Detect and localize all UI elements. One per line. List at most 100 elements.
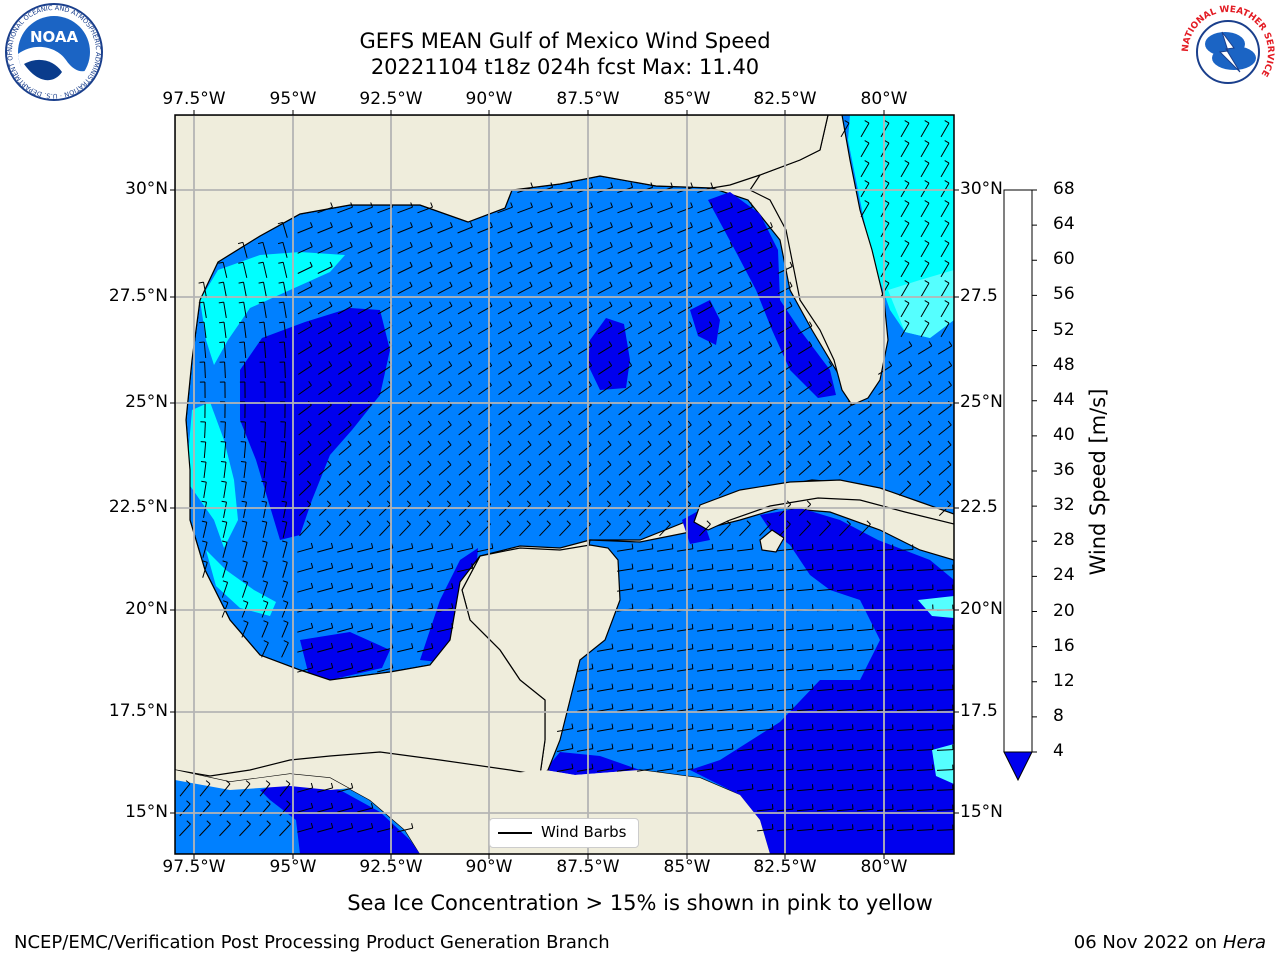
- wind-barb: [717, 345, 733, 355]
- wind-barb-flag: [222, 580, 228, 583]
- wind-barb-flag: [330, 822, 334, 829]
- wind-barb: [697, 768, 713, 772]
- wind-barb-flag: [751, 783, 754, 790]
- wind-barb-flag: [206, 800, 211, 805]
- wind-barb-flag: [202, 540, 208, 543]
- wind-barb-flag: [947, 480, 952, 485]
- wind-barb-flag: [329, 281, 333, 287]
- wind-barb-flag: [306, 500, 312, 505]
- wind-barb: [497, 345, 513, 355]
- wind-barb: [836, 768, 854, 772]
- wind-barb-flag: [631, 603, 634, 609]
- wind-barb: [638, 464, 652, 476]
- wind-barb-flag: [806, 520, 811, 525]
- wind-barb: [577, 728, 593, 732]
- wind-barb: [678, 484, 692, 496]
- wind-barb-flag: [409, 281, 413, 287]
- wind-barb-flag: [691, 583, 694, 589]
- wind-barb: [557, 266, 573, 274]
- wind-barb-flag: [648, 321, 653, 327]
- wind-barb-flag: [690, 182, 694, 188]
- wind-barb-flag: [427, 420, 432, 426]
- wind-barb-flag: [944, 260, 950, 264]
- wind-barb: [657, 628, 673, 632]
- wind-barb: [219, 823, 231, 837]
- wind-barb-flag: [508, 341, 513, 347]
- wind-barb: [697, 708, 713, 712]
- wind-barb-flag: [748, 381, 752, 386]
- wind-barb: [737, 768, 753, 772]
- wind-barb-flag: [786, 500, 792, 505]
- wind-barb: [338, 444, 352, 456]
- colorbar-tick-label: 64: [1053, 214, 1075, 234]
- wind-barb: [317, 305, 333, 315]
- wind-barb: [223, 502, 227, 518]
- wind-barb: [262, 562, 268, 578]
- wind-barb-flag: [631, 583, 634, 589]
- wind-barb: [357, 345, 373, 355]
- wind-barb-flag: [327, 440, 332, 446]
- wind-barb-flag: [218, 281, 224, 284]
- wind-barb-flag: [627, 480, 632, 485]
- wind-barb: [737, 668, 753, 672]
- wind-barb: [358, 444, 372, 456]
- wind-barb-flag: [469, 261, 473, 267]
- wind-barb: [283, 302, 287, 318]
- wind-barb-flag: [226, 820, 231, 825]
- wind-barb: [638, 424, 652, 436]
- wind-barb-flag: [751, 623, 754, 630]
- wind-barb: [658, 504, 672, 516]
- wind-barb: [638, 404, 652, 416]
- wind-barb: [657, 345, 673, 355]
- lat-label-left: 17.5°N: [108, 701, 168, 721]
- wind-barb-flag: [946, 500, 952, 505]
- wind-barb: [357, 325, 373, 335]
- wind-barb-flag: [746, 520, 751, 525]
- wind-barb-flag: [278, 261, 284, 264]
- wind-barb: [838, 444, 852, 456]
- wind-barb-flag: [832, 704, 834, 710]
- map-plot-area: [175, 115, 954, 854]
- wind-barb-flag: [568, 381, 572, 386]
- lon-label-bottom: 90°W: [465, 857, 513, 877]
- wind-barb-flag: [707, 480, 712, 485]
- wind-barb-flag: [528, 381, 532, 386]
- wind-barb: [537, 305, 553, 315]
- wind-barb: [737, 708, 753, 712]
- wind-barb-flag: [186, 820, 191, 825]
- wind-barb-flag: [904, 160, 910, 164]
- wind-barb: [298, 504, 312, 516]
- wind-barb-flag: [947, 440, 952, 446]
- wind-barb: [617, 285, 633, 295]
- wind-barb: [757, 768, 773, 772]
- wind-barb: [203, 441, 207, 459]
- wind-barb: [243, 462, 247, 478]
- wind-barb: [796, 628, 814, 632]
- wind-barb-flag: [371, 622, 374, 629]
- wind-barb: [798, 464, 812, 476]
- wind-barb-flag: [506, 500, 512, 505]
- wind-barb-flag: [326, 520, 331, 525]
- wind-barb: [203, 502, 207, 518]
- wind-barb-flag: [279, 341, 285, 343]
- colorbar-tick-label: 68: [1053, 179, 1075, 199]
- wind-barb-flag: [451, 603, 454, 609]
- wind-barb-flag: [198, 281, 204, 284]
- wind-barb: [204, 421, 206, 439]
- wind-barb-flag: [431, 643, 434, 649]
- wind-barb-flag: [570, 222, 573, 228]
- wind-barb-flag: [630, 202, 633, 208]
- wind-barb: [618, 365, 632, 375]
- wind-barb-flag: [279, 321, 285, 324]
- wind-barb-flag: [547, 420, 552, 426]
- wind-barb: [796, 668, 814, 672]
- wind-barb: [457, 246, 473, 254]
- wind-barb-flag: [429, 241, 433, 247]
- wind-barb-flag: [847, 420, 852, 426]
- wind-barb-flag: [406, 520, 411, 525]
- wind-barb: [657, 285, 673, 295]
- wind-barb-flag: [811, 684, 814, 690]
- wind-barb: [439, 523, 451, 537]
- wind-barb: [719, 523, 731, 537]
- wind-barb: [259, 783, 271, 797]
